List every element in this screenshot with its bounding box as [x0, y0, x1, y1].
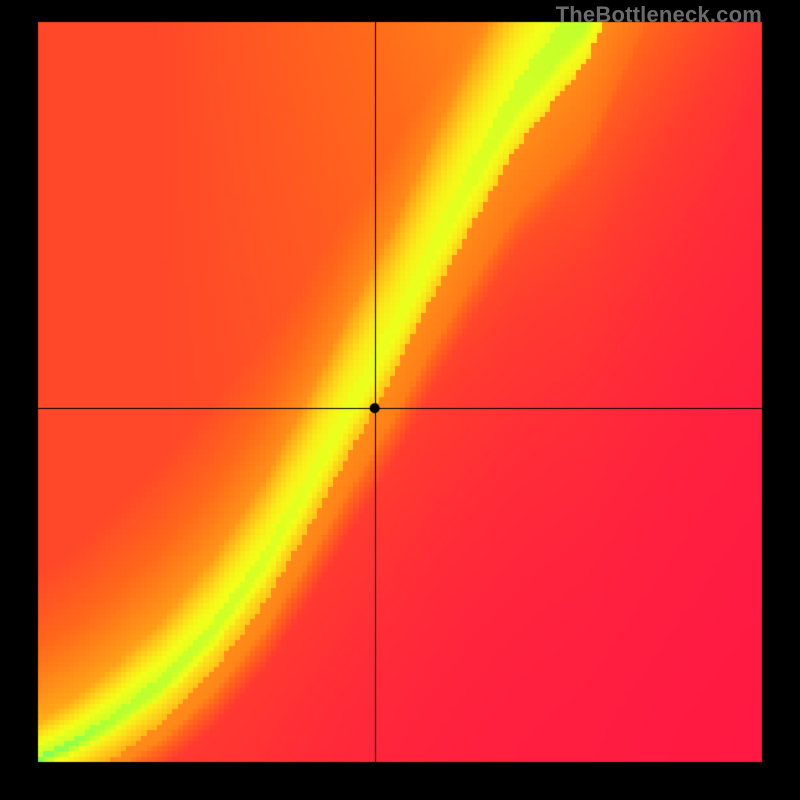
watermark-text: TheBottleneck.com — [556, 2, 762, 28]
chart-container: { "canvas": { "width": 800, "height": 80… — [0, 0, 800, 800]
crosshair-overlay — [0, 0, 800, 800]
